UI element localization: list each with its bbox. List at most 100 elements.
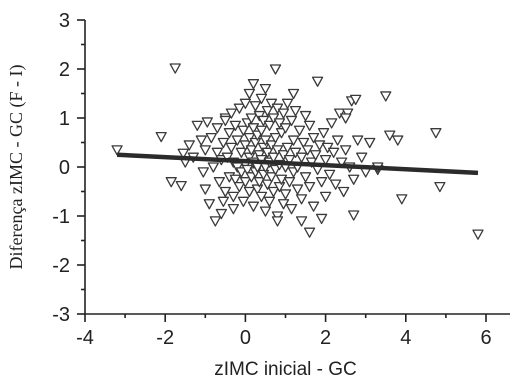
data-point bbox=[217, 137, 229, 149]
data-point bbox=[205, 132, 217, 144]
data-point bbox=[309, 150, 322, 161]
data-point bbox=[263, 196, 276, 207]
data-point bbox=[315, 213, 328, 225]
data-point bbox=[335, 157, 348, 168]
data-point bbox=[364, 137, 376, 149]
data-point bbox=[303, 227, 316, 238]
y-tick-label: 3 bbox=[59, 10, 70, 32]
data-point bbox=[211, 147, 223, 158]
data-point bbox=[348, 210, 360, 221]
data-point bbox=[396, 194, 408, 205]
data-point bbox=[249, 101, 262, 112]
data-point bbox=[277, 108, 290, 119]
data-point bbox=[303, 181, 316, 193]
data-point bbox=[213, 177, 225, 188]
data-point bbox=[331, 135, 344, 146]
data-point bbox=[183, 140, 195, 151]
data-points bbox=[111, 63, 484, 240]
data-point bbox=[225, 142, 238, 154]
data-point bbox=[251, 184, 264, 195]
data-point bbox=[271, 216, 284, 227]
x-tick-label: 2 bbox=[320, 327, 331, 349]
data-point bbox=[219, 115, 232, 127]
data-point bbox=[239, 98, 252, 109]
data-point bbox=[201, 117, 213, 128]
data-point bbox=[199, 184, 211, 195]
data-point bbox=[279, 123, 292, 134]
data-point bbox=[177, 148, 189, 159]
y-tick-label: -3 bbox=[52, 304, 70, 326]
x-tick-label: 6 bbox=[480, 327, 491, 349]
data-point bbox=[263, 120, 276, 132]
data-point bbox=[219, 186, 232, 198]
data-point bbox=[339, 113, 352, 124]
data-point bbox=[303, 120, 316, 132]
data-point bbox=[279, 189, 292, 200]
data-point bbox=[249, 137, 262, 149]
data-point bbox=[111, 145, 123, 156]
data-point bbox=[255, 93, 268, 105]
data-point bbox=[267, 152, 280, 163]
data-point bbox=[211, 123, 223, 134]
data-point bbox=[283, 154, 296, 166]
data-point bbox=[233, 103, 246, 114]
data-point bbox=[215, 208, 227, 220]
data-point bbox=[434, 181, 446, 193]
data-point bbox=[293, 125, 306, 136]
data-point bbox=[273, 181, 286, 193]
y-tick-label: -2 bbox=[52, 255, 70, 277]
y-axis-label: Diferença zIMC - GC (F - I) bbox=[6, 65, 27, 270]
data-point bbox=[295, 194, 308, 205]
data-point bbox=[247, 201, 260, 212]
data-point bbox=[217, 196, 229, 207]
data-point bbox=[269, 64, 282, 75]
data-point bbox=[169, 63, 181, 74]
data-point bbox=[299, 110, 312, 122]
data-point bbox=[261, 106, 274, 117]
data-point bbox=[350, 94, 362, 106]
data-point bbox=[287, 135, 300, 146]
data-point bbox=[348, 174, 360, 185]
data-point bbox=[299, 172, 312, 183]
data-point bbox=[235, 147, 248, 158]
data-point bbox=[235, 167, 248, 178]
data-point bbox=[229, 120, 242, 132]
data-point bbox=[233, 181, 246, 193]
data-point bbox=[430, 128, 442, 139]
data-point bbox=[329, 179, 342, 190]
data-point bbox=[207, 162, 219, 173]
data-point bbox=[291, 184, 304, 195]
data-point bbox=[283, 177, 296, 188]
data-point bbox=[255, 125, 268, 136]
data-point bbox=[237, 196, 250, 207]
data-point bbox=[261, 179, 274, 190]
data-point bbox=[259, 206, 272, 217]
data-point bbox=[195, 135, 207, 146]
data-point bbox=[319, 191, 332, 203]
data-point bbox=[277, 199, 290, 210]
data-point bbox=[295, 152, 308, 163]
data-point bbox=[307, 132, 320, 144]
data-point bbox=[199, 145, 211, 156]
data-point bbox=[301, 145, 314, 156]
data-point bbox=[237, 125, 250, 136]
data-point bbox=[295, 216, 308, 227]
data-point bbox=[472, 229, 484, 240]
data-point bbox=[337, 186, 350, 198]
data-point bbox=[231, 135, 244, 146]
data-point bbox=[227, 191, 240, 203]
data-point bbox=[285, 203, 298, 215]
trend-line bbox=[116, 152, 479, 176]
data-point bbox=[327, 147, 340, 158]
data-point bbox=[267, 186, 280, 198]
data-point bbox=[356, 152, 368, 163]
ticks: -3 -2 -1 0 1 2 3 -4 -2 0 2 4 6 bbox=[52, 10, 491, 349]
data-point bbox=[315, 177, 328, 188]
data-point bbox=[287, 88, 300, 100]
data-point bbox=[307, 201, 320, 212]
data-point bbox=[285, 115, 298, 127]
data-point bbox=[223, 128, 236, 139]
data-point bbox=[239, 177, 252, 188]
data-point bbox=[247, 79, 260, 90]
